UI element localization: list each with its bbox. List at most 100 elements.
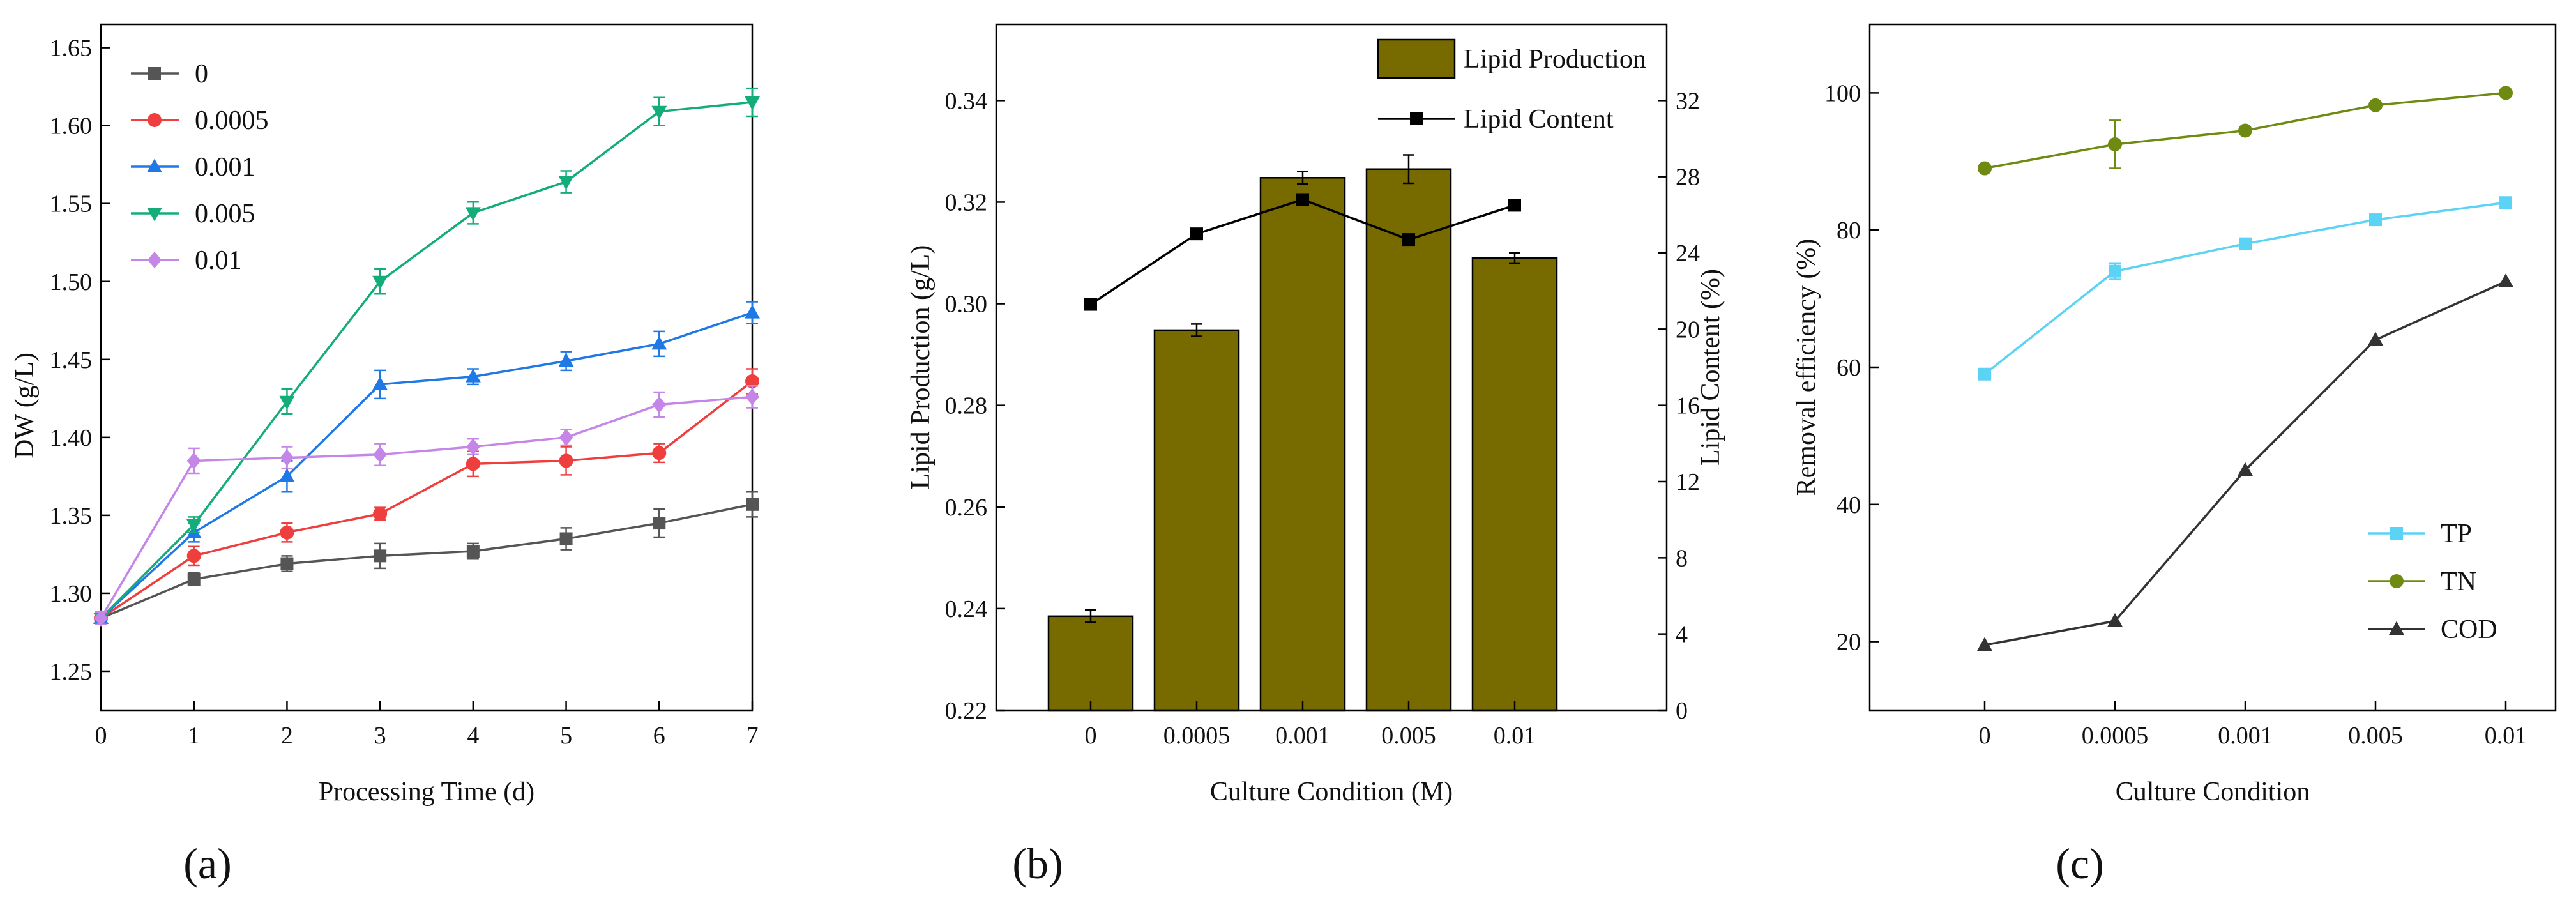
panel-b-y-tick-label: 0.28 [945, 393, 988, 420]
panel-a-x-tick-label: 6 [653, 722, 665, 749]
panel-c-data-point [2499, 196, 2512, 209]
panel-label-a: (a) [183, 839, 231, 888]
panel-b-bar [1365, 168, 1452, 712]
panel-a-x-tick-label: 0 [95, 722, 107, 749]
panel-a-data-point [745, 388, 759, 406]
panel-b-y-tick-label: 0.34 [945, 88, 988, 114]
panel-a-legend-marker [148, 252, 162, 268]
panel-b-y-tick-label: 0.26 [945, 494, 988, 521]
panel-c-y-tick-label: 60 [1837, 354, 1861, 381]
panel-b-y-tick-label: 0.30 [945, 291, 988, 318]
panel-a-data-point [559, 532, 573, 545]
panel-a-data-point [653, 517, 666, 530]
panel-c-legend-marker [2390, 574, 2404, 588]
panel-a-data-point [466, 545, 480, 558]
panel-b-y2-tick-label: 24 [1676, 240, 1700, 267]
panel-a-data-point [186, 519, 202, 533]
panel-c-data-point [2369, 213, 2382, 227]
panel-a-data-point [651, 335, 667, 350]
panel-a-legend-label: 0.01 [195, 246, 242, 275]
panel-c-data-point [2239, 237, 2252, 250]
panel-b-y2-tick-label: 8 [1676, 545, 1688, 572]
panel-c-plot-frame [1868, 23, 2557, 712]
panel-a-data-point [652, 446, 667, 460]
panel-c-legend-label: TN [2441, 567, 2476, 597]
panel-b-legend-label: Lipid Content [1464, 105, 1614, 134]
panel-b-y2-tick-label: 32 [1676, 88, 1700, 114]
panel-a-data-point [374, 549, 387, 563]
panel-c-data-point [2368, 98, 2383, 112]
panel-a-legend-label: 0.0005 [195, 106, 269, 135]
panel-a-x-tick-label: 4 [467, 722, 479, 749]
panel-b-lipid-content-point [1084, 298, 1097, 311]
panel-a-x-tick-label: 7 [746, 722, 759, 749]
panel-b-bar [1259, 177, 1346, 712]
panel-a-data-point [465, 369, 481, 383]
panel-b-y-tick-label: 0.32 [945, 189, 988, 216]
panel-a-data-point [559, 429, 573, 446]
panel-c-x-tick-label: 0.0005 [2082, 722, 2149, 749]
panel-a-data-point [373, 506, 388, 521]
panel-b-x-tick-label: 0.005 [1381, 722, 1436, 749]
panel-c-x-tick-label: 0 [1979, 722, 1991, 749]
panel-c-data-point [2499, 86, 2513, 100]
panel-a-data-point [373, 446, 388, 463]
panel-a-data-point [745, 305, 760, 319]
panel-a-x-tick-label: 3 [374, 722, 386, 749]
panel-b-error-bar [1191, 323, 1202, 337]
panel-b-y2-tick-label: 28 [1676, 164, 1700, 191]
panel-a-data-point [746, 498, 759, 511]
panel-c-data-point [1977, 637, 1992, 651]
panel-b-error-bar [1403, 154, 1414, 185]
panel-c-y-tick-label: 40 [1837, 492, 1861, 519]
panel-a-y-tick-label: 1.45 [50, 347, 93, 374]
panel-a-data-point [186, 452, 201, 469]
panel-b-y-tick-label: 0.24 [945, 596, 988, 623]
panel-c-data-point [1978, 161, 1992, 176]
panel-a-y-tick-label: 1.55 [50, 191, 93, 218]
panel-a-legend-marker [148, 113, 162, 127]
panel-c-series-TN: TN [1978, 86, 2513, 597]
panel-b-x-tick-label: 0.0005 [1163, 722, 1231, 749]
panel-b-x-tick-label: 0.01 [1494, 722, 1536, 749]
panel-b-lipid-content-point [1402, 233, 1415, 247]
panel-a-data-point [186, 549, 201, 563]
panel-a-y-tick-label: 1.40 [50, 425, 93, 452]
panel-a-data-point [466, 457, 480, 471]
panel-a-data-point [94, 609, 108, 627]
panel-a-data-point [558, 353, 574, 367]
panel-b-error-bar [1085, 609, 1096, 623]
panel-c-y-axis-label: Removal efficiency (%) [1792, 239, 1821, 496]
panel-b-y2-tick-label: 12 [1676, 469, 1700, 496]
panel-c-data-point [2108, 137, 2122, 151]
panel-c-legend-label: TP [2441, 519, 2472, 549]
panel-a-data-point [745, 374, 759, 388]
panel-a-legend-label: 0 [195, 59, 208, 89]
panel-b-legend-label: Lipid Production [1464, 45, 1646, 74]
panel-b-chart: 0 0.0005 0.001 0.005 0.01 0.22 0.24 0.26 0.28 0.3… [906, 23, 1725, 807]
panel-a-y-tick-label: 1.35 [50, 503, 93, 529]
panel-c-data-point [2238, 462, 2253, 476]
panel-b-legend-bar-swatch [1377, 38, 1456, 79]
panel-a-series-line [100, 380, 754, 620]
panel-b-legend-marker [1410, 112, 1423, 125]
panel-a-data-point [651, 105, 667, 120]
panel-b-y2-tick-label: 4 [1676, 621, 1688, 648]
panel-b-bar [1047, 615, 1134, 712]
panel-a-x-tick-label: 2 [281, 722, 293, 749]
panel-b-x-tick-label: 0.001 [1275, 722, 1330, 749]
panel-a-y-axis-label: DW (g/L) [10, 353, 40, 459]
panel-a-legend-marker [147, 208, 162, 222]
panel-a-y-tick-label: 1.65 [50, 35, 93, 62]
panel-c-series-line [1983, 201, 2506, 376]
panel-b-y2-tick-label: 0 [1676, 697, 1688, 724]
panel-a-series-0.01: 0.01 [94, 246, 759, 627]
panel-c-y-tick-label: 80 [1837, 217, 1861, 244]
panel-a-chart: 0 1 2 3 4 5 6 7 1.25 1.30 1.35 1.40 1.45 1.50 1.55 1.60… [10, 23, 760, 807]
panel-a-plot-frame [100, 23, 754, 712]
panel-c-series-COD: COD [1977, 273, 2513, 651]
panel-label-c: (c) [2056, 839, 2103, 888]
panel-a-y-tick-label: 1.50 [50, 269, 93, 296]
panel-a-legend-label: 0.001 [195, 153, 255, 182]
panel-a-data-point [187, 572, 201, 586]
